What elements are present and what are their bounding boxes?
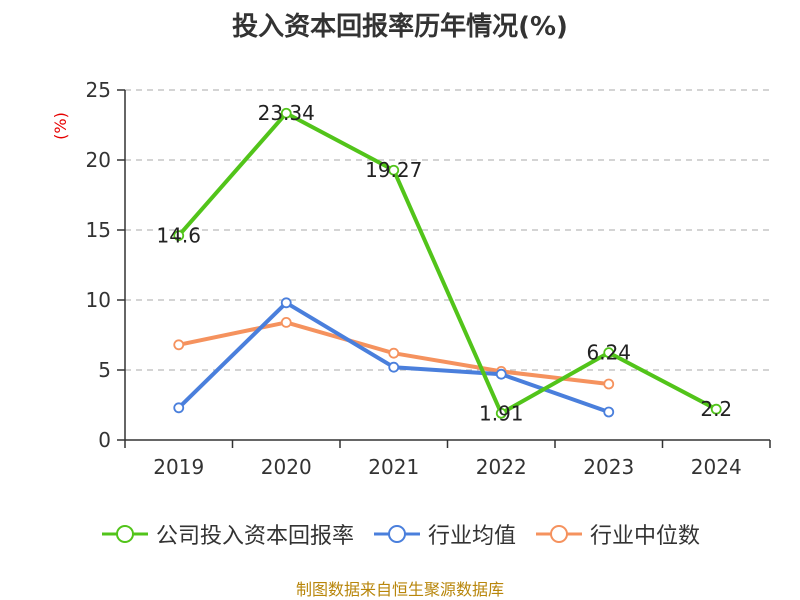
data-label: 19.27 bbox=[365, 158, 422, 182]
legend-label-industry-mean: 行业均值 bbox=[427, 524, 516, 549]
data-point bbox=[710, 403, 722, 415]
legend-label-company: 公司投入资本回报率 bbox=[155, 524, 354, 549]
data-label: 2.2 bbox=[700, 397, 732, 421]
y-tick-label: 15 bbox=[86, 218, 111, 242]
x-tick-label: 2023 bbox=[583, 455, 634, 479]
legend-item-industry-mean[interactable]: 行业均值 bbox=[372, 518, 516, 550]
x-tick-label: 2020 bbox=[261, 455, 312, 479]
y-tick-label: 10 bbox=[86, 288, 111, 312]
data-point bbox=[603, 347, 615, 359]
legend-item-company[interactable]: 公司投入资本回报率 bbox=[100, 518, 354, 550]
data-point bbox=[173, 339, 185, 351]
data-point bbox=[388, 361, 400, 373]
data-point bbox=[173, 402, 185, 414]
x-tick-label: 2024 bbox=[691, 455, 742, 479]
data-label: 14.6 bbox=[156, 224, 201, 248]
x-tick-label: 2022 bbox=[476, 455, 527, 479]
y-tick-label: 20 bbox=[86, 148, 111, 172]
x-tick-label: 2021 bbox=[368, 455, 419, 479]
y-axis-label: (%) bbox=[51, 112, 70, 140]
data-point bbox=[495, 407, 507, 419]
legend-item-industry-median[interactable]: 行业中位数 bbox=[534, 518, 700, 550]
legend-marker-industry-median bbox=[536, 525, 582, 543]
data-point bbox=[388, 164, 400, 176]
data-point bbox=[280, 107, 292, 119]
data-point bbox=[603, 378, 615, 390]
data-point bbox=[280, 316, 292, 328]
data-label: 23.34 bbox=[258, 101, 315, 125]
series-line-0 bbox=[176, 111, 719, 416]
legend: 公司投入资本回报率 行业均值 行业中位数 bbox=[0, 518, 800, 550]
data-point bbox=[603, 406, 615, 418]
source-note: 制图数据来自恒生聚源数据库 bbox=[295, 580, 504, 599]
x-tick-label: 2019 bbox=[153, 455, 204, 479]
data-point bbox=[280, 297, 292, 309]
y-tick-label: 0 bbox=[98, 428, 111, 452]
y-tick-label: 25 bbox=[86, 78, 111, 102]
legend-marker-industry-mean bbox=[373, 525, 420, 543]
data-point bbox=[388, 347, 400, 359]
legend-label-industry-median: 行业中位数 bbox=[590, 524, 701, 549]
y-tick-label: 5 bbox=[98, 358, 111, 382]
data-point bbox=[173, 230, 185, 242]
chart-title: 投入资本回报率历年情况(%) bbox=[232, 12, 568, 42]
data-point bbox=[495, 368, 507, 380]
legend-marker-company bbox=[101, 525, 148, 543]
data-label: 6.24 bbox=[586, 341, 631, 365]
data-label: 1.91 bbox=[479, 401, 524, 425]
